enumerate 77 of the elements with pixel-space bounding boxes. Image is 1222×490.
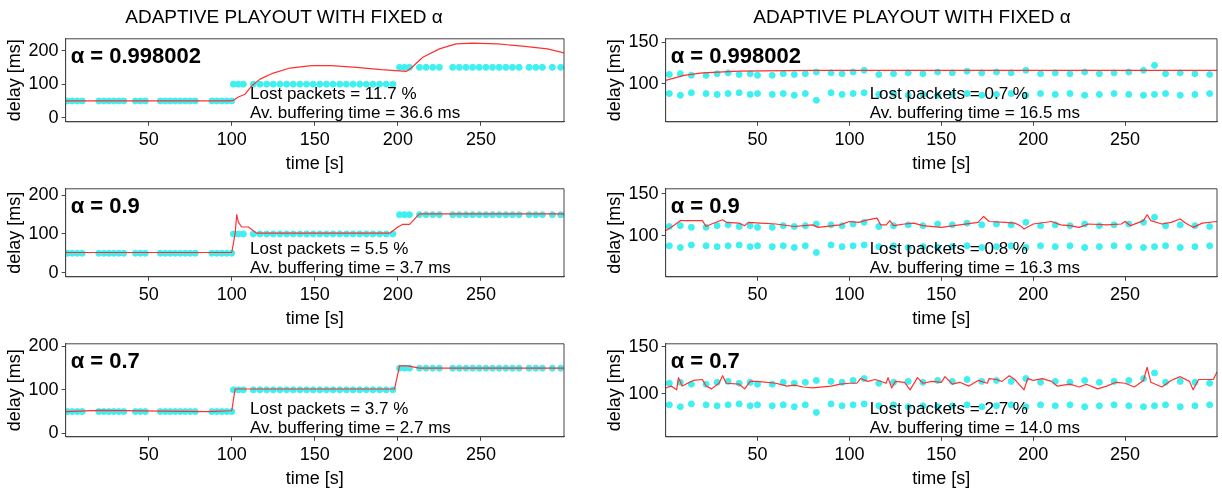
y-tick-label: 150 <box>628 31 659 52</box>
x-tick-label: 250 <box>1110 443 1141 464</box>
y-axis-title: delay [ms] <box>3 191 24 274</box>
annotation: α = 0.9 <box>70 192 140 218</box>
x-tick-label: 200 <box>1018 128 1049 149</box>
x-tick-label: 250 <box>465 443 496 464</box>
annotation: α = 0.7 <box>670 347 740 373</box>
x-tick-label: 50 <box>747 443 768 464</box>
y-axis-title: delay [ms] <box>603 349 624 432</box>
x-tick-label: 100 <box>216 283 247 304</box>
annotation: Av. buffering time = 2.7 ms <box>250 417 451 437</box>
x-axis-title: time [s] <box>285 153 344 174</box>
x-tick-label: 250 <box>465 283 496 304</box>
y-tick-label: 200 <box>28 39 59 60</box>
x-tick-label: 150 <box>926 283 957 304</box>
y-tick-label: 200 <box>28 335 59 356</box>
x-tick-label: 200 <box>382 128 413 149</box>
x-tick-label: 250 <box>465 128 496 149</box>
annotation: Lost packets = 11.7 % <box>250 83 417 103</box>
x-tick-label: 200 <box>382 283 413 304</box>
y-tick-label: 100 <box>628 382 659 403</box>
annotation: α = 0.7 <box>70 347 140 373</box>
x-tick-label: 100 <box>834 443 865 464</box>
y-tick-label: 150 <box>628 335 659 356</box>
x-tick-label: 100 <box>834 128 865 149</box>
annotation: Lost packets = 0.8 % <box>869 238 1028 258</box>
annotation: Av. buffering time = 36.6 ms <box>250 102 461 122</box>
chart-title: ADAPTIVE PLAYOUT WITH FIXED α <box>753 5 1071 27</box>
y-tick-label: 100 <box>28 378 59 399</box>
x-tick-label: 50 <box>138 128 159 149</box>
y-tick-label: 100 <box>628 224 659 245</box>
y-tick-label: 100 <box>628 72 659 93</box>
annotation: Lost packets = 2.7 % <box>869 398 1028 418</box>
y-axis-title: delay [ms] <box>603 39 624 122</box>
annotation: α = 0.9 <box>670 192 740 218</box>
annotation: Av. buffering time = 3.7 ms <box>250 257 451 277</box>
x-tick-label: 50 <box>138 283 159 304</box>
y-tick-label: 200 <box>28 184 59 205</box>
y-tick-label: 0 <box>48 261 59 282</box>
y-tick-label: 100 <box>28 222 59 243</box>
annotation: α = 0.998002 <box>70 42 201 68</box>
x-tick-label: 50 <box>747 283 768 304</box>
x-axis-title: time [s] <box>912 153 971 174</box>
x-tick-label: 200 <box>382 443 413 464</box>
annotation: α = 0.998002 <box>670 42 801 68</box>
x-tick-label: 150 <box>926 128 957 149</box>
x-tick-label: 150 <box>299 443 330 464</box>
x-tick-label: 100 <box>834 283 865 304</box>
x-tick-label: 200 <box>1018 283 1049 304</box>
y-axis-title: delay [ms] <box>603 191 624 274</box>
annotation: Av. buffering time = 16.3 ms <box>869 257 1080 277</box>
x-tick-label: 250 <box>1110 283 1141 304</box>
y-tick-label: 100 <box>28 73 59 94</box>
x-tick-label: 100 <box>216 443 247 464</box>
x-tick-label: 250 <box>1110 128 1141 149</box>
x-axis-title: time [s] <box>285 468 344 489</box>
y-tick-label: 150 <box>628 182 659 203</box>
y-tick-label: 0 <box>48 106 59 127</box>
y-axis-title: delay [ms] <box>3 39 24 122</box>
x-axis-title: time [s] <box>912 308 971 329</box>
x-axis-title: time [s] <box>912 468 971 489</box>
annotation: Lost packets = 3.7 % <box>250 398 409 418</box>
annotation: Lost packets = 0.7 % <box>869 83 1028 103</box>
annotation: Av. buffering time = 16.5 ms <box>869 102 1080 122</box>
x-axis-title: time [s] <box>285 308 344 329</box>
chart-title: ADAPTIVE PLAYOUT WITH FIXED α <box>125 5 443 27</box>
annotation: Av. buffering time = 14.0 ms <box>869 417 1080 437</box>
annotation: Lost packets = 5.5 % <box>250 238 409 258</box>
x-tick-label: 100 <box>216 128 247 149</box>
x-tick-label: 150 <box>926 443 957 464</box>
x-tick-label: 150 <box>299 128 330 149</box>
y-tick-label: 0 <box>48 422 59 443</box>
x-tick-label: 200 <box>1018 443 1049 464</box>
x-tick-label: 50 <box>138 443 159 464</box>
x-tick-label: 150 <box>299 283 330 304</box>
x-tick-label: 50 <box>747 128 768 149</box>
y-axis-title: delay [ms] <box>3 349 24 432</box>
